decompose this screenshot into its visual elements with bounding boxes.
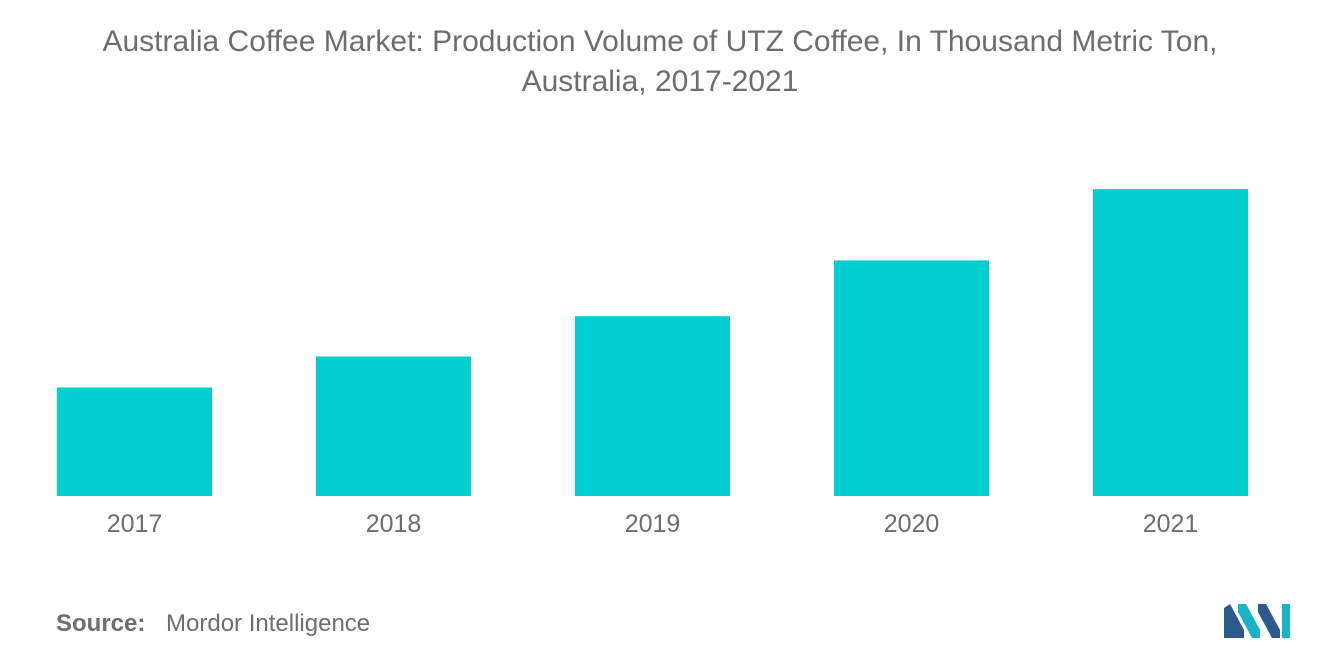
x-tick-label-2020: 2020 [884,510,940,538]
source-note: Source: Mordor Intelligence [56,610,370,638]
source-label: Source: [56,610,146,637]
bar-2017 [57,387,212,496]
x-tick-label-2019: 2019 [625,510,681,538]
mordor-intelligence-logo-icon [1224,604,1290,638]
logo-shape-left [1224,604,1244,638]
chart-title: Australia Coffee Market: Production Volu… [0,22,1320,102]
x-tick-label-2021: 2021 [1143,510,1199,538]
chart-title-line-2: Australia, 2017-2021 [521,65,799,98]
logo-shape-mid [1238,604,1260,638]
bar-2018 [316,356,471,496]
x-tick-label-2018: 2018 [366,510,422,538]
bar-2021 [1093,189,1248,496]
logo-shape-right-a [1258,604,1280,638]
logo-shape-right-b [1282,604,1290,638]
bar-2020 [834,260,989,496]
source-value: Mordor Intelligence [166,610,371,637]
chart-title-line-1: Australia Coffee Market: Production Volu… [102,25,1218,58]
bar-2019 [575,316,730,496]
x-tick-label-2017: 2017 [107,510,163,538]
